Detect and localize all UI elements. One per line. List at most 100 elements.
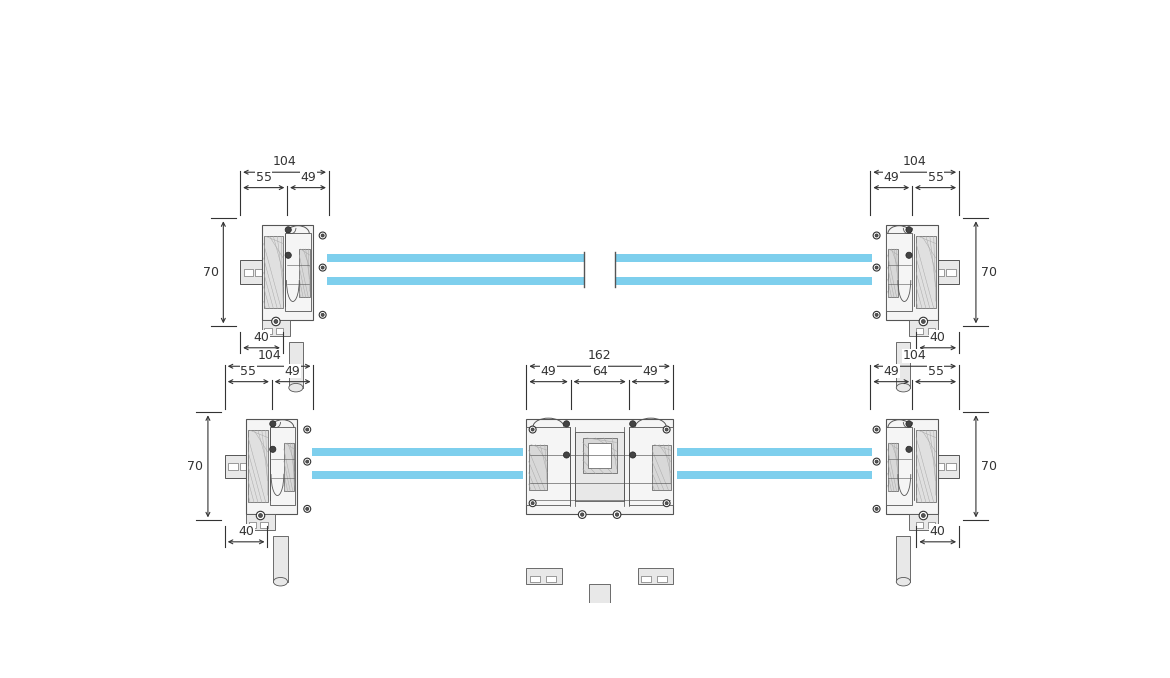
- Circle shape: [271, 317, 280, 325]
- Bar: [676, 448, 872, 456]
- Circle shape: [304, 458, 311, 465]
- Text: 49: 49: [301, 171, 316, 184]
- Circle shape: [578, 511, 586, 519]
- Bar: [895, 445, 910, 490]
- Text: 70: 70: [980, 266, 997, 279]
- Bar: [300, 249, 310, 297]
- Text: 40: 40: [239, 525, 254, 538]
- Bar: [920, 250, 932, 295]
- Circle shape: [615, 513, 619, 516]
- Bar: [896, 536, 910, 582]
- Text: 49: 49: [284, 365, 301, 378]
- Text: 70: 70: [202, 266, 219, 279]
- Circle shape: [873, 311, 880, 318]
- Bar: [248, 431, 268, 502]
- Bar: [928, 522, 935, 528]
- Wedge shape: [629, 421, 635, 427]
- Bar: [587, 443, 612, 468]
- Circle shape: [580, 513, 584, 516]
- Bar: [263, 236, 283, 308]
- Bar: [615, 277, 872, 285]
- Bar: [947, 463, 956, 470]
- Bar: [590, 584, 610, 627]
- Circle shape: [875, 428, 879, 431]
- Circle shape: [531, 428, 535, 431]
- Bar: [243, 269, 253, 276]
- Bar: [228, 463, 238, 470]
- Wedge shape: [906, 252, 913, 258]
- Wedge shape: [629, 452, 635, 458]
- Bar: [920, 444, 932, 489]
- Bar: [274, 536, 288, 582]
- Circle shape: [665, 502, 668, 504]
- Bar: [574, 432, 625, 500]
- Text: 49: 49: [642, 365, 659, 378]
- Bar: [887, 233, 913, 311]
- Bar: [896, 342, 910, 388]
- Bar: [545, 576, 556, 582]
- Bar: [267, 250, 280, 295]
- Circle shape: [875, 234, 879, 237]
- Wedge shape: [285, 252, 291, 258]
- Bar: [246, 419, 297, 514]
- Bar: [276, 328, 283, 334]
- Wedge shape: [906, 446, 913, 452]
- Bar: [916, 454, 959, 478]
- Bar: [530, 576, 539, 582]
- Bar: [529, 445, 548, 490]
- Bar: [526, 567, 562, 584]
- Bar: [240, 260, 283, 284]
- Text: 49: 49: [883, 171, 899, 184]
- Wedge shape: [906, 421, 913, 427]
- Text: 64: 64: [592, 365, 607, 378]
- Circle shape: [305, 428, 309, 431]
- Ellipse shape: [590, 621, 610, 633]
- Circle shape: [259, 514, 262, 517]
- Bar: [909, 320, 937, 336]
- Circle shape: [875, 266, 879, 269]
- Circle shape: [256, 511, 264, 520]
- Circle shape: [922, 319, 925, 323]
- Bar: [284, 443, 294, 492]
- Text: 49: 49: [883, 365, 899, 378]
- Bar: [287, 251, 303, 296]
- Bar: [311, 448, 523, 456]
- Circle shape: [305, 460, 309, 463]
- Text: 162: 162: [587, 349, 612, 363]
- Text: 40: 40: [930, 525, 945, 538]
- Bar: [909, 514, 937, 530]
- Bar: [916, 522, 923, 528]
- Text: 40: 40: [930, 331, 945, 344]
- Circle shape: [529, 426, 536, 433]
- Text: 70: 70: [187, 460, 204, 473]
- Circle shape: [531, 502, 535, 504]
- Text: 104: 104: [257, 349, 281, 363]
- Bar: [658, 576, 667, 582]
- Bar: [526, 427, 570, 505]
- Wedge shape: [285, 226, 291, 233]
- Bar: [916, 236, 936, 308]
- Bar: [240, 463, 249, 470]
- Circle shape: [875, 507, 879, 511]
- Circle shape: [613, 511, 621, 519]
- Circle shape: [922, 514, 925, 517]
- Bar: [895, 251, 910, 296]
- Circle shape: [873, 505, 880, 513]
- Bar: [923, 463, 932, 470]
- Circle shape: [304, 505, 311, 513]
- Wedge shape: [564, 452, 570, 458]
- Text: 104: 104: [273, 155, 296, 168]
- Bar: [262, 320, 290, 336]
- Text: 55: 55: [256, 171, 271, 184]
- Bar: [270, 427, 295, 505]
- Ellipse shape: [896, 384, 910, 392]
- Circle shape: [319, 264, 326, 271]
- Circle shape: [875, 460, 879, 463]
- Bar: [638, 567, 673, 584]
- Bar: [652, 445, 670, 490]
- Bar: [887, 427, 913, 505]
- Bar: [271, 445, 287, 490]
- Bar: [923, 269, 932, 276]
- Bar: [615, 254, 872, 262]
- Bar: [641, 576, 651, 582]
